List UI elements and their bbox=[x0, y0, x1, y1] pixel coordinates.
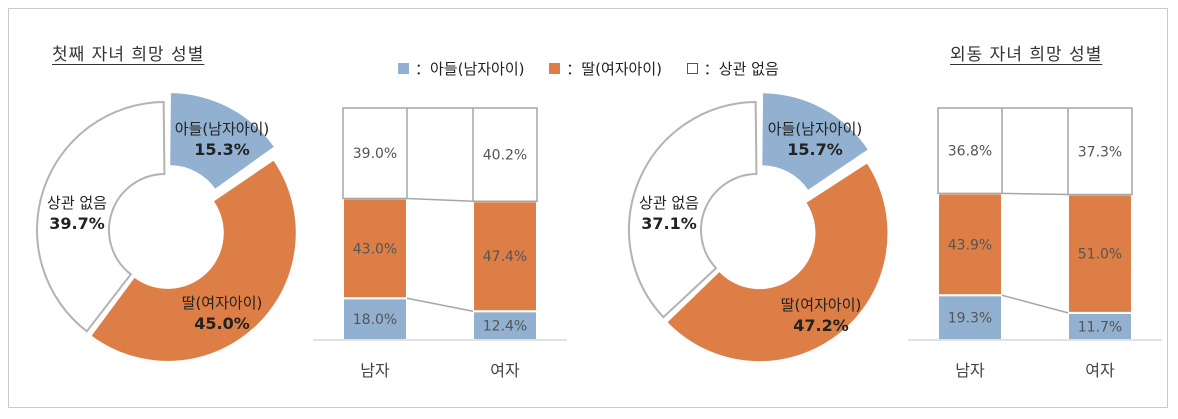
legend: ：아들(남자아이) ：딸(여자아이) ：상관 없음 bbox=[398, 58, 799, 79]
legend-item-daughter: ：딸(여자아이) bbox=[549, 60, 662, 78]
bar-value-label-son: 18.0% bbox=[353, 312, 397, 328]
bar-segment-none bbox=[1067, 107, 1133, 196]
category-label: 여자 bbox=[1085, 361, 1115, 380]
bar-value-label-none: 39.0% bbox=[353, 146, 397, 162]
donut-slice-son bbox=[170, 93, 274, 189]
donut-slice-daughter bbox=[667, 163, 888, 362]
bar-value-label-son: 12.4% bbox=[483, 319, 527, 335]
slice-value-none: 39.7% bbox=[49, 214, 105, 233]
bar-value-label-none: 40.2% bbox=[483, 148, 527, 164]
series-connector-line bbox=[1001, 192, 1069, 196]
legend-label-daughter: ：딸(여자아이) bbox=[566, 60, 663, 78]
chart-title-first-child: 첫째 자녀 희망 성별 bbox=[52, 45, 205, 65]
legend-swatch-none bbox=[686, 63, 698, 74]
series-connector-line bbox=[1001, 294, 1069, 314]
bar-value-label-daughter: 43.0% bbox=[353, 241, 397, 257]
legend-swatch-daughter bbox=[549, 63, 561, 74]
bar-segment-daughter bbox=[472, 200, 538, 313]
bar-value-label-son: 11.7% bbox=[1078, 319, 1122, 335]
category-label: 여자 bbox=[490, 361, 520, 380]
legend-label-son: ：아들(남자아이) bbox=[415, 60, 525, 78]
slice-value-none: 37.1% bbox=[641, 214, 697, 233]
bar-segment-none bbox=[342, 107, 408, 200]
series-connector-line bbox=[406, 197, 474, 203]
series-connector-line bbox=[406, 297, 474, 312]
slice-label-daughter: 딸(여자아이) bbox=[182, 294, 263, 312]
donut-slice-none bbox=[628, 100, 758, 319]
category-label: 남자 bbox=[955, 361, 985, 380]
slice-label-son: 아들(남자아이) bbox=[175, 120, 270, 138]
bar-value-label-daughter: 51.0% bbox=[1078, 247, 1122, 263]
slice-label-none: 상관 없음 bbox=[639, 194, 699, 212]
chart-title-only-child: 외동 자녀 희망 성별 bbox=[950, 45, 1103, 65]
bar-value-label-son: 19.3% bbox=[948, 311, 992, 327]
bar-value-label-none: 36.8% bbox=[948, 144, 992, 160]
legend-item-none: ：상관 없음 bbox=[686, 60, 779, 78]
bar-value-label-daughter: 43.9% bbox=[948, 237, 992, 253]
figure-frame bbox=[8, 8, 1168, 408]
slice-label-daughter: 딸(여자아이) bbox=[781, 296, 862, 314]
slice-value-daughter: 45.0% bbox=[194, 314, 250, 333]
bar-value-label-none: 37.3% bbox=[1078, 144, 1122, 160]
donut-slice-daughter bbox=[91, 160, 296, 361]
slice-value-son: 15.3% bbox=[194, 140, 250, 159]
legend-swatch-son bbox=[398, 63, 409, 74]
donut-slice-none bbox=[36, 100, 166, 333]
bar-segment-none bbox=[472, 107, 538, 203]
legend-item-son: ：아들(남자아이) bbox=[398, 60, 525, 78]
bar-value-label-daughter: 47.4% bbox=[483, 249, 527, 265]
bar-segment-none bbox=[937, 107, 1003, 195]
slice-value-son: 15.7% bbox=[787, 140, 843, 159]
legend-label-none: ：상관 없음 bbox=[703, 60, 779, 78]
slice-value-daughter: 47.2% bbox=[793, 316, 849, 335]
slice-label-none: 상관 없음 bbox=[47, 194, 107, 212]
category-label: 남자 bbox=[360, 361, 390, 380]
slice-label-son: 아들(남자아이) bbox=[768, 120, 863, 138]
bar-segment-daughter bbox=[937, 192, 1003, 297]
bar-segment-son bbox=[937, 294, 1003, 341]
donut-slice-son bbox=[762, 93, 868, 190]
